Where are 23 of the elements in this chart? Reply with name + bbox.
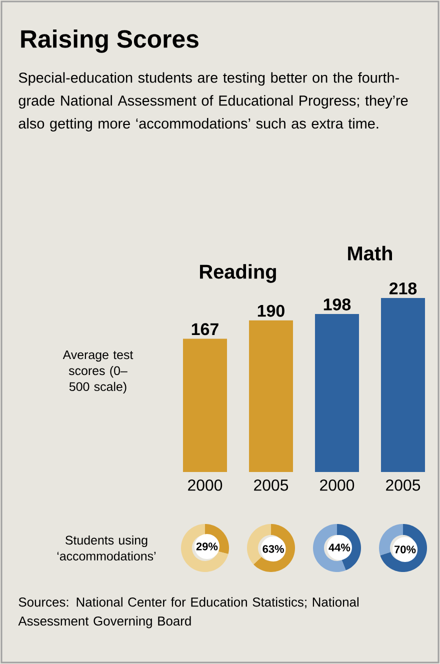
data-label: 167 (192, 323, 218, 336)
series-label: Math (348, 246, 392, 260)
x-tick-label: 2000 (188, 480, 222, 491)
bar (248, 320, 293, 472)
bar (380, 298, 425, 472)
chart-title: Raising Scores (21, 30, 198, 53)
text: Students using ‘accommodations’ (57, 535, 156, 561)
data-label: 218 (389, 282, 417, 294)
x-tick-label: 2000 (320, 480, 354, 491)
data-label: 63% (262, 545, 284, 553)
data-label: 29% (196, 542, 218, 550)
data-label: 190 (258, 304, 284, 317)
data-label: 198 (324, 298, 351, 310)
source-note: Sources: National Center for Education Statistics; National Assessment Governing Board (18, 597, 358, 628)
data-label: 70% (394, 546, 416, 554)
y-axis-title: Average test scores (0–500 scale) (62, 350, 134, 394)
bar (183, 338, 227, 472)
data-label: 44% (328, 544, 350, 552)
x-tick-label: 2005 (386, 480, 420, 491)
series-label: Reading (200, 264, 276, 283)
chart-subtitle: Special-education students are testing better on the fourth-grade National Assessment of Educational Progress; they’re also getting more ‘accommodations’ such as extra time. (18, 72, 408, 132)
x-tick-label: 2005 (254, 480, 288, 491)
bar (314, 314, 359, 472)
